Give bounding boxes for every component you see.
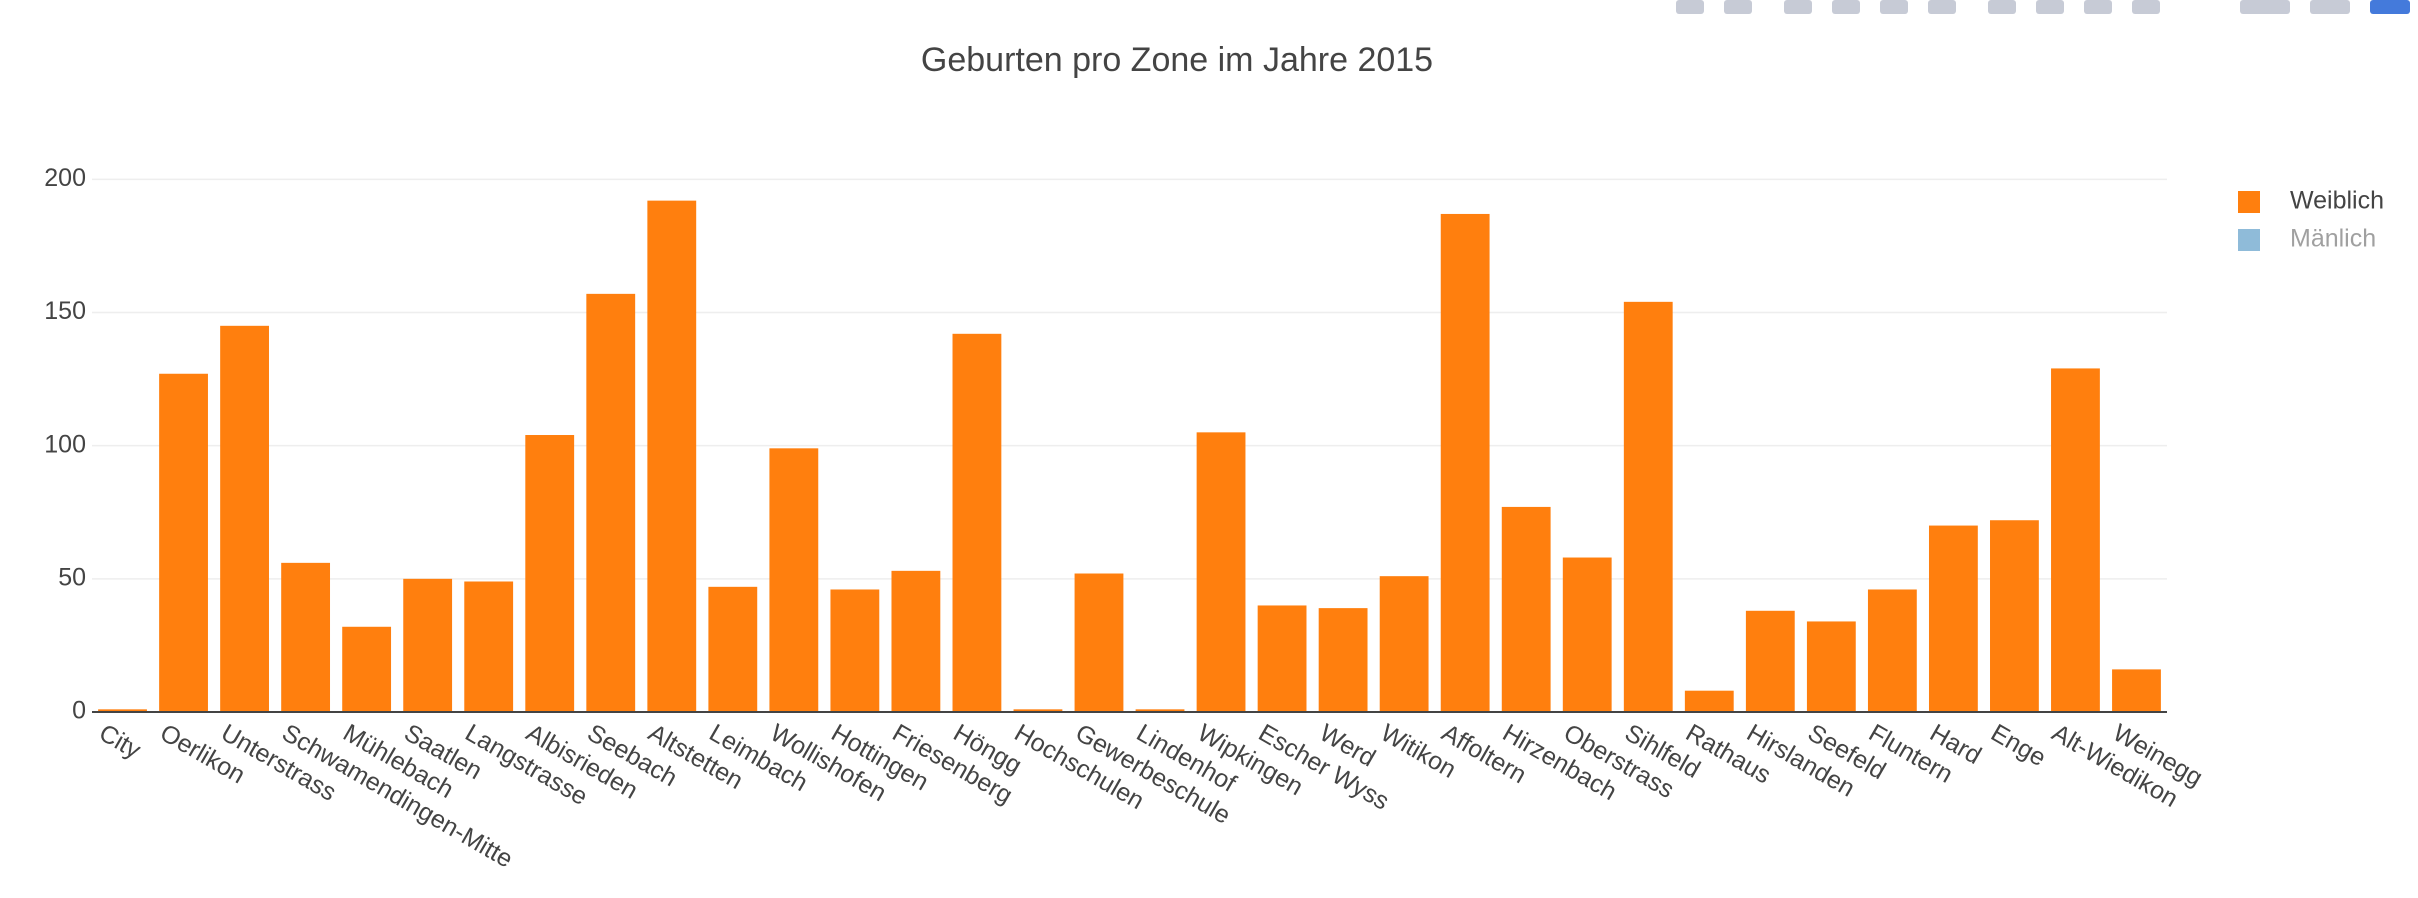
toolbar-icon[interactable]	[2310, 0, 2350, 14]
bar	[1074, 573, 1124, 712]
bar	[952, 333, 1002, 712]
toolbar-icon[interactable]	[2132, 0, 2160, 14]
bar	[1562, 557, 1612, 712]
bar	[2051, 368, 2100, 712]
bar	[1257, 605, 1307, 712]
toolbar-icon[interactable]	[2084, 0, 2112, 14]
toolbar-icon[interactable]	[2036, 0, 2064, 14]
toolbar-icon[interactable]	[1784, 0, 1812, 14]
bar	[1867, 589, 1917, 712]
y-tick-label: 100	[44, 430, 86, 458]
toolbar-icon[interactable]	[1988, 0, 2016, 14]
legend-swatch[interactable]	[2238, 229, 2260, 251]
bar	[891, 570, 941, 712]
bar	[1196, 432, 1246, 712]
legend-label[interactable]: Mänlich	[2290, 225, 2376, 253]
bar	[769, 448, 819, 712]
bar	[1623, 301, 1673, 712]
bar	[586, 293, 636, 712]
bar	[159, 373, 208, 712]
bar	[1990, 520, 2039, 712]
bar	[525, 435, 575, 712]
bar	[1440, 213, 1490, 712]
bar	[1379, 576, 1429, 712]
y-tick-label: 0	[72, 697, 86, 725]
legend-label[interactable]: Weiblich	[2290, 187, 2384, 215]
bar	[830, 589, 880, 712]
y-tick-label: 200	[44, 164, 86, 192]
bar	[647, 200, 697, 712]
bar	[1928, 525, 1978, 712]
bar	[1745, 610, 1795, 712]
y-tick-label: 150	[44, 297, 86, 325]
x-tick-label: City	[94, 719, 146, 765]
toolbar-icon[interactable]	[1880, 0, 1908, 14]
toolbar-icon[interactable]	[1928, 0, 1956, 14]
bar	[281, 562, 331, 712]
toolbar	[1676, 0, 2410, 14]
bar	[464, 581, 514, 712]
chart-title: Geburten pro Zone im Jahre 2015	[921, 41, 1433, 79]
bar	[220, 325, 269, 712]
bar	[708, 586, 758, 712]
bar	[1135, 709, 1185, 712]
bar	[403, 578, 453, 712]
toolbar-icon[interactable]	[1832, 0, 1860, 14]
toolbar-icon[interactable]	[1676, 0, 1704, 14]
bar	[1806, 621, 1856, 712]
bar	[342, 626, 392, 712]
legend-swatch[interactable]	[2238, 191, 2260, 213]
bar	[1684, 690, 1734, 712]
toolbar-icon[interactable]	[2240, 0, 2290, 14]
toolbar-logo[interactable]	[2370, 0, 2410, 14]
bar	[1318, 608, 1368, 712]
toolbar-icon[interactable]	[1724, 0, 1752, 14]
x-tick-label: Enge	[1986, 719, 2051, 772]
bar	[2112, 669, 2161, 712]
y-tick-label: 50	[58, 563, 86, 591]
bar	[1013, 709, 1063, 712]
bar	[1501, 506, 1551, 712]
bar	[98, 709, 147, 712]
